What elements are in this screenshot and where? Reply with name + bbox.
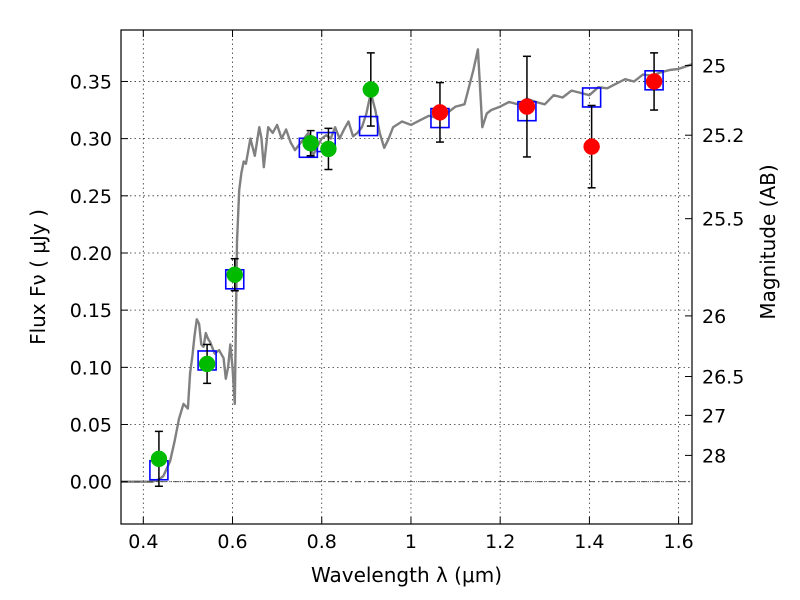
y2-tick-label: 26 <box>702 306 726 328</box>
y2-tick-label: 25.5 <box>702 209 744 231</box>
y2-tick-label: 26.5 <box>702 366 744 388</box>
observed-point <box>150 450 168 468</box>
y-tick-label: 0.25 <box>70 186 112 208</box>
y2-tick-label: 27 <box>702 405 726 427</box>
y-tick-label: 0.15 <box>70 300 112 322</box>
x-tick-label: 1 <box>405 531 417 553</box>
model-sed-line <box>121 48 692 483</box>
observed-point <box>518 98 536 115</box>
series-model-SED <box>121 48 692 483</box>
x-tick-label: 1.4 <box>574 531 604 553</box>
axes: 0.4 0.6 0.8 1 1.2 1.4 1.6 0.00 0.05 0.10 0.15 0.20 0… <box>70 30 744 553</box>
observed-point <box>226 266 244 283</box>
y-tick-label: 0.35 <box>70 71 112 93</box>
y-tick-label: 0.00 <box>70 472 112 494</box>
y2-tick-label: 25 <box>702 55 726 77</box>
y2-tick-label: 25.2 <box>702 125 744 147</box>
plot-frame <box>120 29 693 525</box>
observed-point <box>583 138 600 155</box>
observed-point <box>320 140 337 158</box>
observed-point <box>302 134 319 152</box>
x-tick-label: 0.4 <box>128 531 158 553</box>
y-tick-label: 0.10 <box>70 357 112 379</box>
y-axis-label: Flux Fν ( μJy ) <box>26 209 50 345</box>
observed-point <box>198 355 216 373</box>
model-photometry-square <box>358 115 379 137</box>
series-near-IR-observations <box>431 52 663 189</box>
series-optical-observations <box>150 52 380 488</box>
x-axis-label: Wavelength λ (μm) <box>311 563 502 587</box>
y2-tick-label: 28 <box>702 445 726 467</box>
y2-axis-label: Magnitude (AB) <box>756 164 780 319</box>
x-tick-label: 1.2 <box>485 531 515 553</box>
x-tick-label: 0.8 <box>307 531 337 553</box>
y-tick-label: 0.20 <box>70 243 112 265</box>
observed-point <box>362 81 380 98</box>
observed-point <box>431 104 449 121</box>
plot-area <box>121 48 692 488</box>
x-tick-label: 0.6 <box>217 531 247 553</box>
y-tick-label: 0.30 <box>70 129 112 151</box>
observed-point <box>645 73 663 90</box>
x-tick-label: 1.6 <box>664 531 694 553</box>
y-tick-label: 0.05 <box>70 415 112 437</box>
